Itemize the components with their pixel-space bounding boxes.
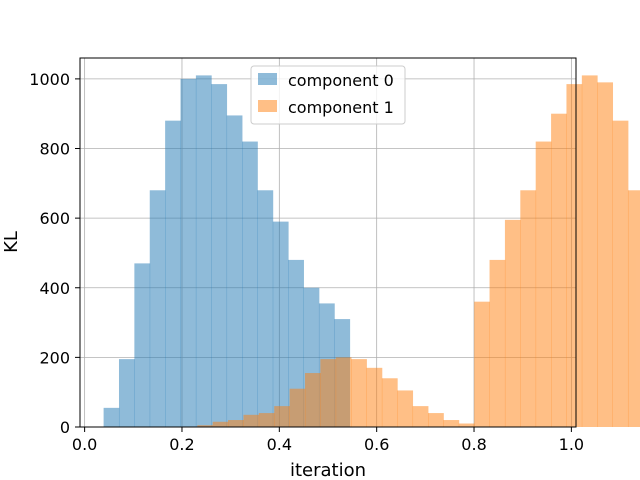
- legend-label-component-0: component 0: [288, 71, 394, 90]
- histogram-bar-component-0: [226, 115, 243, 427]
- y-tick-label: 200: [39, 348, 70, 367]
- histogram-bar-component-1: [274, 406, 290, 427]
- histogram-bar-component-1: [581, 75, 598, 427]
- histogram-bar-component-0: [134, 263, 151, 427]
- histogram-bar-component-1: [428, 413, 444, 427]
- histogram-bar-component-1: [212, 421, 229, 427]
- histogram-bar-component-1: [443, 420, 460, 427]
- y-tick-label: 400: [39, 279, 70, 298]
- y-tick-label: 800: [39, 140, 70, 159]
- histogram-bar-component-1: [412, 406, 429, 427]
- histogram-bar-component-1: [351, 359, 367, 427]
- x-tick-label: 0.6: [364, 435, 389, 454]
- x-tick-label: 0.4: [267, 435, 292, 454]
- histogram-bar-component-1: [520, 190, 537, 427]
- legend: component 0 component 1: [250, 65, 406, 125]
- x-tick-label: 0.2: [169, 435, 194, 454]
- y-axis-label: KL: [1, 231, 22, 253]
- x-axis-label: iteration: [290, 460, 366, 480]
- histogram-bar-component-0: [195, 75, 212, 427]
- histogram-bar-component-1: [551, 113, 567, 427]
- plot-area-frame: [79, 57, 577, 428]
- histogram-bar-component-1: [458, 423, 475, 427]
- y-tick-label: 0: [60, 418, 70, 437]
- histogram-bar-component-1: [504, 219, 521, 427]
- histogram-bar-component-1: [197, 425, 214, 427]
- histogram-bar-component-1: [289, 388, 306, 427]
- histogram-bar-component-1: [304, 373, 321, 427]
- histogram-bar-component-0: [165, 120, 181, 428]
- histogram-bar-component-0: [288, 259, 304, 427]
- histogram-bar-component-0: [272, 221, 289, 427]
- histogram-bar-component-0: [103, 407, 120, 427]
- histogram-bar-component-1: [535, 141, 552, 427]
- histogram-bar-component-1: [366, 367, 383, 427]
- x-axis-ticks: 0.0 0.2 0.4 0.6 0.8 1.0: [72, 427, 584, 454]
- histogram-bar-component-1: [489, 259, 506, 427]
- histogram-bar-component-1: [258, 413, 275, 427]
- legend-box: [250, 65, 406, 125]
- x-tick-label: 0.8: [461, 435, 486, 454]
- histogram-bar-component-1: [566, 84, 583, 427]
- y-axis-ticks: 0 200 400 600 800 1000: [29, 70, 80, 437]
- histogram-bar-component-0: [118, 359, 135, 427]
- histogram-bar-component-1: [381, 378, 398, 427]
- histogram-bar-component-0: [180, 78, 197, 428]
- histogram-bar-component-0: [242, 141, 258, 427]
- histogram-bar-component-0: [211, 84, 228, 427]
- histogram-bar-component-1: [597, 82, 614, 428]
- histogram-bar-component-1: [397, 390, 414, 427]
- y-tick-label: 1000: [29, 70, 70, 89]
- histogram-bar-component-1: [627, 190, 640, 427]
- histogram-bar-component-1: [320, 359, 337, 427]
- x-tick-label: 0.0: [72, 435, 97, 454]
- legend-swatch-component-1: [258, 100, 277, 112]
- histogram-bar-component-1: [612, 120, 629, 428]
- histogram-bar-component-1: [228, 420, 244, 427]
- histogram-bar-component-0: [257, 190, 274, 427]
- x-tick-label: 1.0: [559, 435, 584, 454]
- legend-swatch-component-0: [258, 73, 277, 85]
- legend-label-component-1: component 1: [288, 98, 394, 117]
- histogram-bar-component-1: [474, 301, 490, 427]
- histogram-bar-component-1: [243, 414, 260, 427]
- histogram-bars: [103, 75, 640, 428]
- histogram-bar-component-1: [335, 357, 352, 427]
- histogram-bar-component-0: [149, 190, 166, 427]
- y-tick-label: 600: [39, 209, 70, 228]
